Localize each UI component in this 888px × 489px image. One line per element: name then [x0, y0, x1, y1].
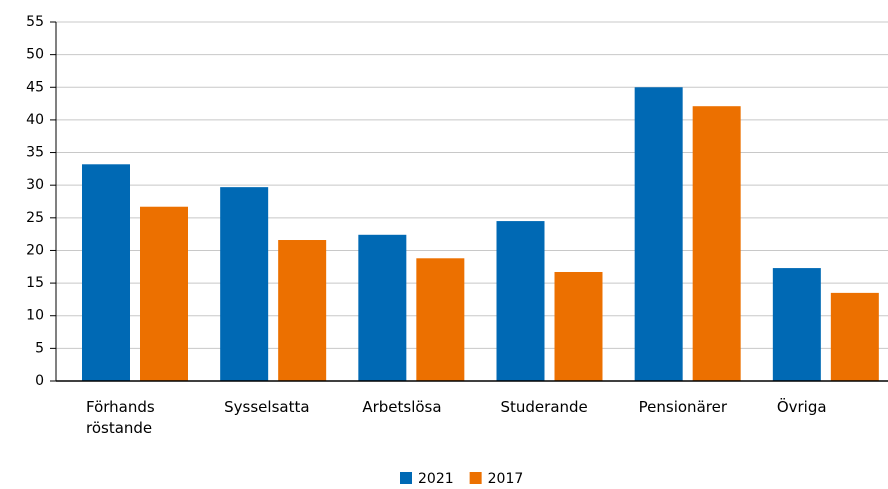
bar [82, 164, 130, 381]
y-tick-label: 40 [26, 112, 44, 128]
bar [358, 234, 407, 381]
y-tick-label: 45 [26, 79, 44, 95]
y-tick-label: 30 [26, 177, 44, 193]
x-tick-label: Pensionärer [638, 398, 727, 416]
y-tick-label: 20 [26, 242, 44, 258]
bar [278, 240, 327, 381]
bar [496, 221, 545, 381]
legend-label: 2021 [418, 471, 454, 487]
x-tick-label: Förhands röstande [86, 398, 155, 437]
x-tick-label: Arbetslösa [362, 398, 442, 416]
x-tick-label: Övriga [776, 398, 827, 416]
legend-label: 2017 [488, 471, 524, 487]
y-tick-label: 35 [26, 145, 44, 161]
legend-swatch [469, 472, 482, 484]
bar [692, 106, 741, 382]
bar [772, 268, 821, 381]
y-tick-label: 55 [26, 14, 44, 30]
y-tick-label: 10 [26, 308, 44, 324]
bar [830, 292, 879, 381]
x-tick-label: Studerande [500, 398, 588, 416]
legend-swatch [400, 472, 412, 484]
y-tick-label: 50 [26, 47, 44, 63]
y-tick-label: 25 [26, 210, 44, 226]
y-tick-label: 15 [26, 275, 44, 291]
x-tick-label: Sysselsatta [224, 398, 310, 416]
bar [634, 87, 683, 381]
bar [220, 187, 269, 381]
y-tick-label: 0 [35, 373, 44, 389]
y-tick-label: 5 [35, 340, 44, 356]
bar [554, 271, 603, 381]
bar [416, 258, 465, 381]
bar [140, 206, 188, 381]
